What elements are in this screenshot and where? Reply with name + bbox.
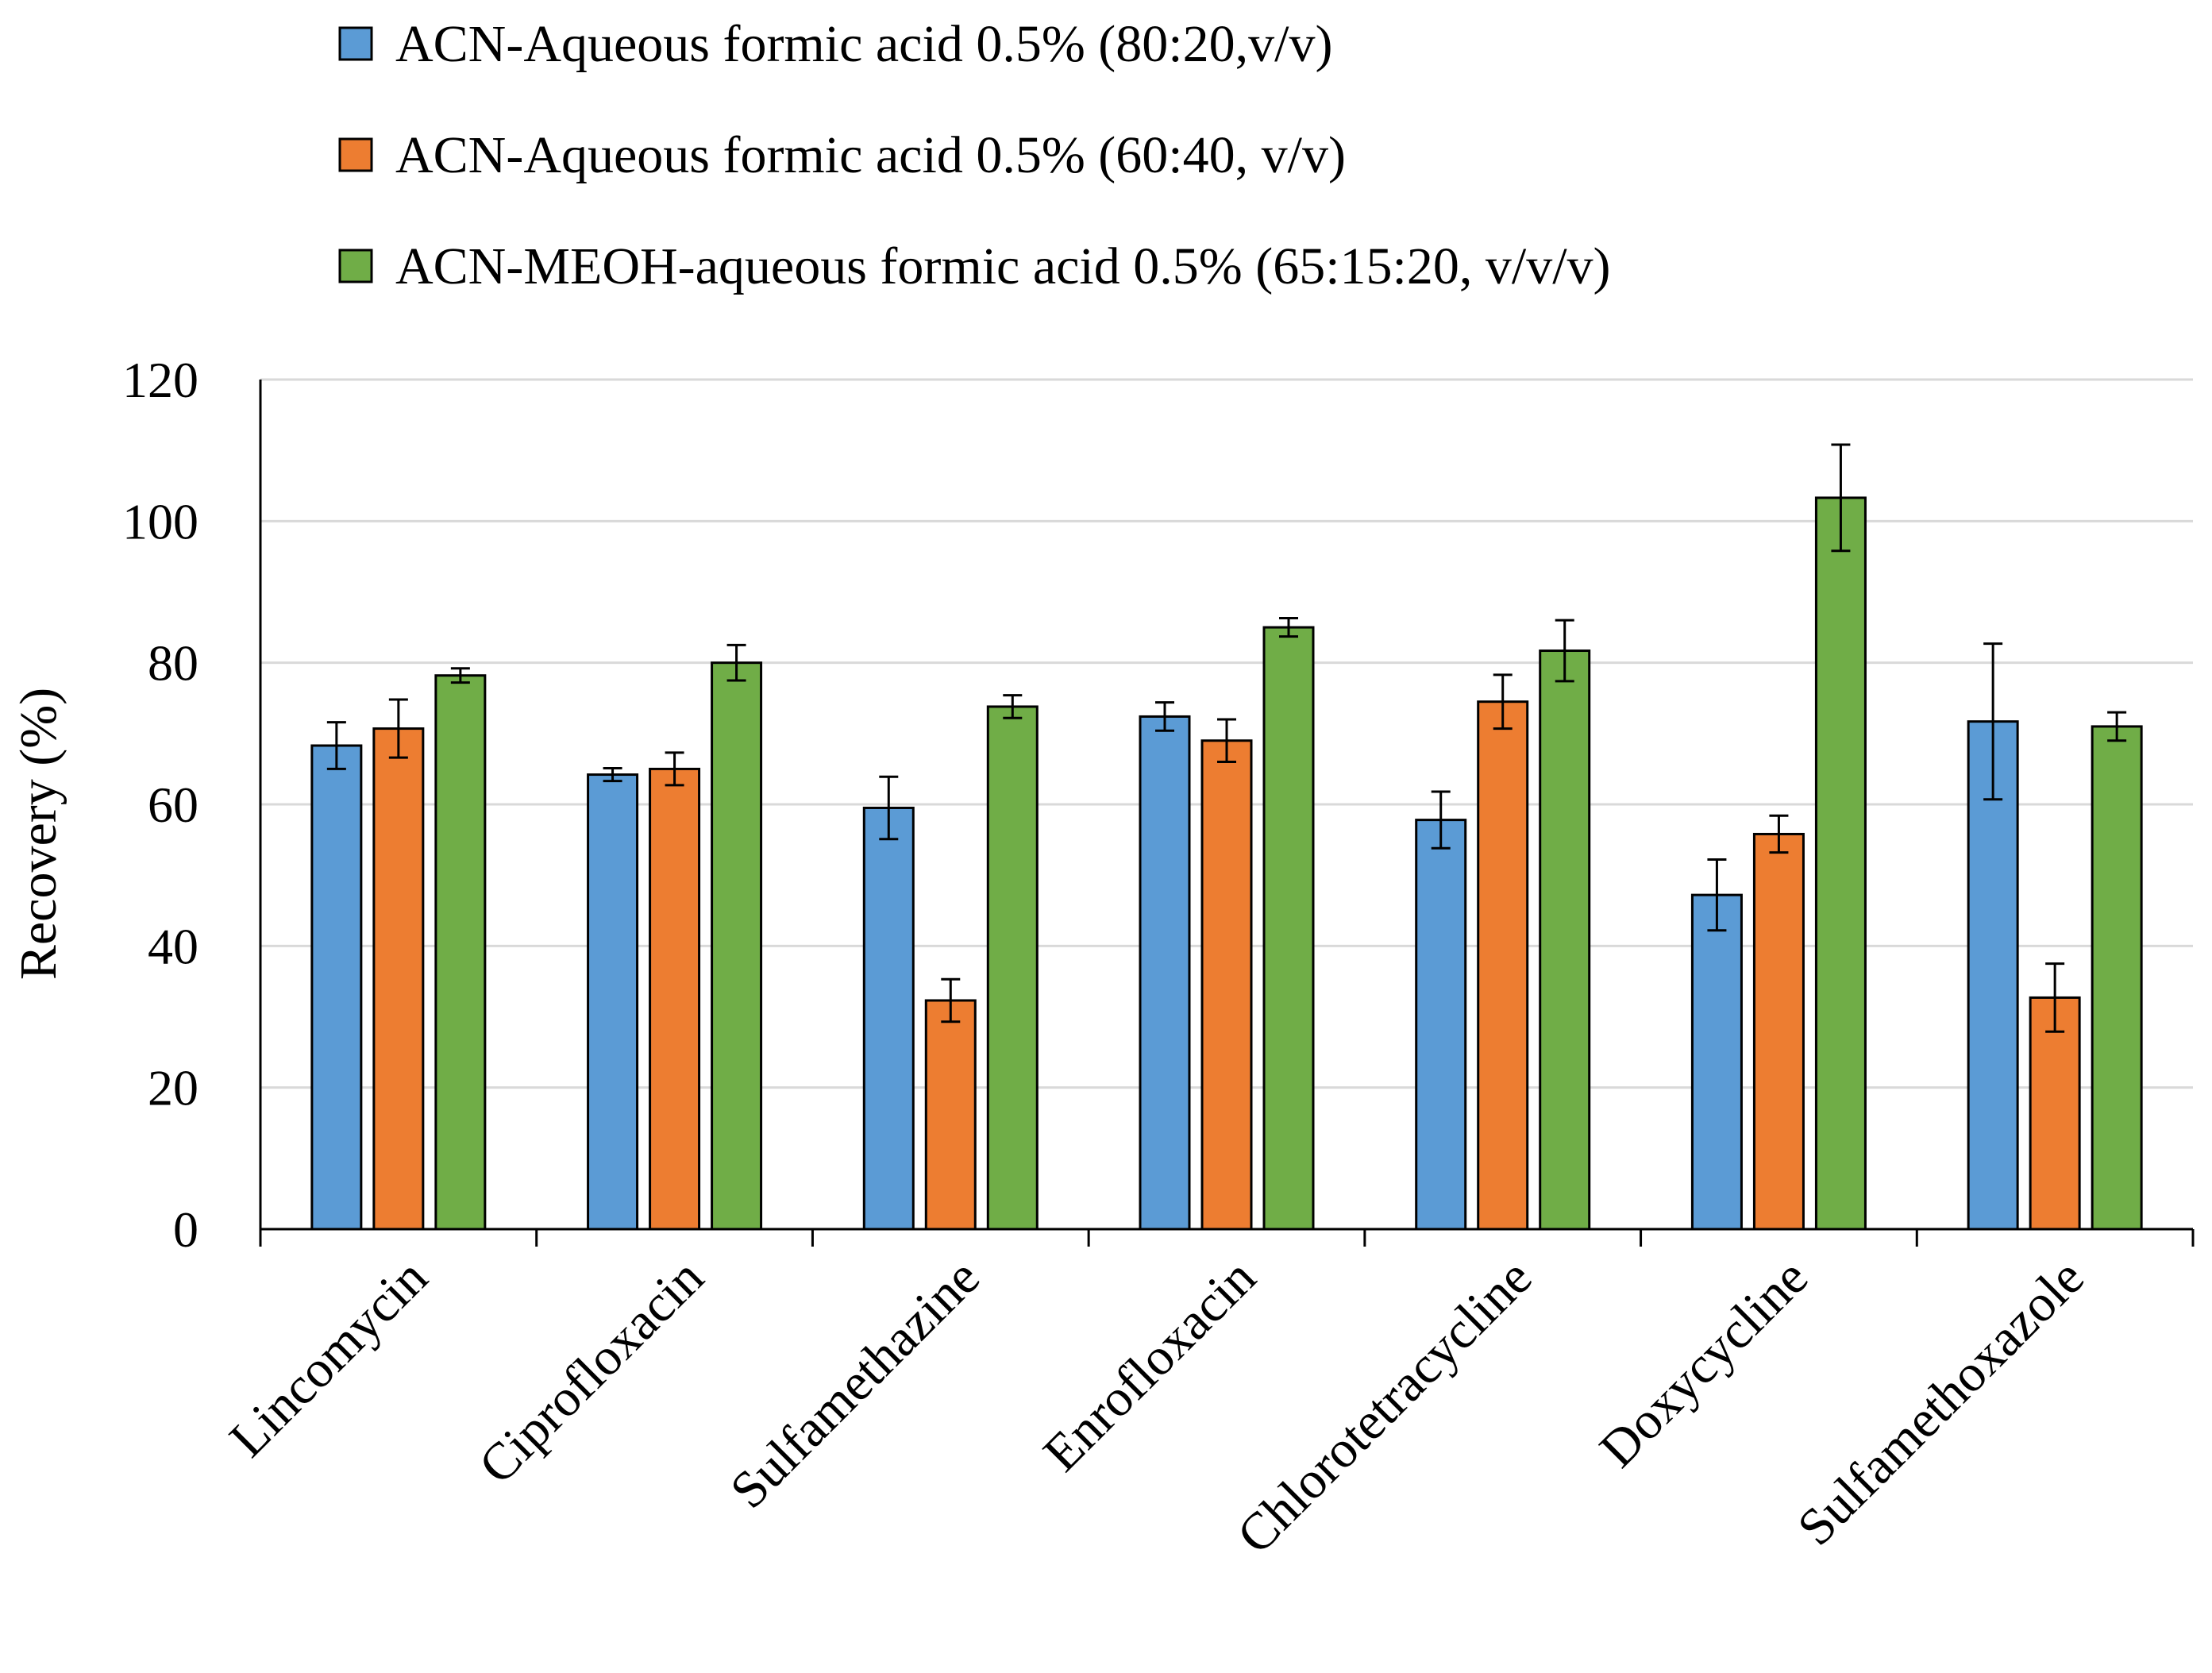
bar-sulfamethoxazole-series-2 (2029, 996, 2081, 1231)
bar-enrofloxacin-series-2 (1200, 739, 1253, 1231)
error-bar (1707, 858, 1727, 932)
y-tick-label: 40 (148, 918, 198, 974)
error-bars (326, 443, 2127, 1033)
error-bar (2045, 962, 2065, 1033)
x-category-label: Sulfamethazine (719, 1248, 991, 1520)
error-bar (1003, 694, 1023, 719)
error-bar (879, 775, 899, 841)
y-axis-title: Recovery (%) (10, 688, 67, 980)
bar-sulfamethazine-series-2 (924, 999, 977, 1231)
legend-item: ACN-Aqueous formic acid 0.5% (60:40, v/v… (338, 126, 1346, 184)
y-tick-label: 60 (148, 777, 198, 833)
legend-swatch (338, 249, 373, 283)
bar-lincomycin-series-1 (310, 744, 363, 1231)
bar-doxycycline-series-3 (1814, 496, 1867, 1231)
bar-sulfamethazine-series-3 (986, 705, 1039, 1231)
bar-doxycycline-series-2 (1752, 832, 1805, 1231)
y-axis-ticks: 0 20 40 60 80 100 120 (122, 352, 198, 1258)
y-tick-label: 120 (122, 352, 198, 408)
error-bar (1155, 701, 1174, 732)
y-tick-label: 20 (148, 1060, 198, 1116)
bar-sulfamethazine-series-1 (862, 806, 915, 1231)
legend-item: ACN-MEOH-aqueous formic acid 0.5% (65:15… (338, 237, 1611, 295)
bar-enrofloxacin-series-3 (1262, 626, 1315, 1231)
error-bar (450, 667, 470, 684)
error-bar (726, 643, 746, 682)
legend-item: ACN-Aqueous formic acid 0.5% (80:20,v/v) (338, 15, 1332, 73)
legend-swatch (338, 137, 373, 172)
legend: ACN-Aqueous formic acid 0.5% (80:20,v/v)… (338, 15, 1611, 295)
bar-sulfamethoxazole-series-3 (2091, 725, 2143, 1231)
error-bar (941, 977, 961, 1023)
bar-ciprofloxacin-series-2 (649, 767, 701, 1231)
error-bar (1493, 673, 1513, 730)
x-category-label: Chlorotetracycline (1226, 1248, 1543, 1565)
y-tick-label: 100 (122, 493, 198, 549)
error-bar (1431, 790, 1451, 850)
error-bar (1555, 619, 1574, 683)
error-bar (603, 767, 622, 783)
error-bar (1217, 718, 1236, 763)
bar-chlorotetracycline-series-2 (1477, 700, 1529, 1231)
error-bar (2107, 711, 2127, 742)
bars (310, 496, 2143, 1231)
axes (259, 380, 2195, 1247)
error-bar (326, 721, 346, 770)
bar-doxycycline-series-1 (1690, 893, 1743, 1231)
x-category-label: Doxycycline (1589, 1248, 1819, 1478)
bar-chlorotetracycline-series-1 (1415, 819, 1467, 1231)
y-tick-label: 80 (148, 635, 198, 692)
legend-label: ACN-Aqueous formic acid 0.5% (60:40, v/v… (395, 126, 1346, 184)
error-bar (388, 698, 408, 759)
legend-swatch (338, 26, 373, 61)
error-bar (1831, 443, 1851, 553)
error-bar (665, 751, 684, 787)
x-category-label: Enrofloxacin (1032, 1248, 1266, 1482)
error-bar (1279, 616, 1298, 638)
x-category-label: Ciprofloxacin (468, 1248, 715, 1495)
bar-enrofloxacin-series-1 (1139, 715, 1191, 1231)
error-bar (1769, 814, 1789, 854)
x-category-label: Lincomycin (218, 1248, 438, 1468)
bar-lincomycin-series-2 (372, 727, 425, 1231)
bar-lincomycin-series-3 (434, 674, 487, 1231)
bar-chlorotetracycline-series-3 (1539, 650, 1591, 1231)
legend-label: ACN-Aqueous formic acid 0.5% (80:20,v/v) (395, 15, 1332, 73)
x-axis-labels: Lincomycin Ciprofloxacin Sulfamethazine Enr… (218, 1248, 2094, 1565)
legend-label: ACN-MEOH-aqueous formic acid 0.5% (65:15… (395, 237, 1611, 295)
error-bar (1983, 642, 2003, 801)
y-tick-label: 0 (173, 1201, 198, 1258)
bar-ciprofloxacin-series-1 (587, 773, 639, 1231)
bar-ciprofloxacin-series-3 (711, 661, 763, 1231)
x-category-label: Sulfamethoxazole (1786, 1248, 2095, 1557)
